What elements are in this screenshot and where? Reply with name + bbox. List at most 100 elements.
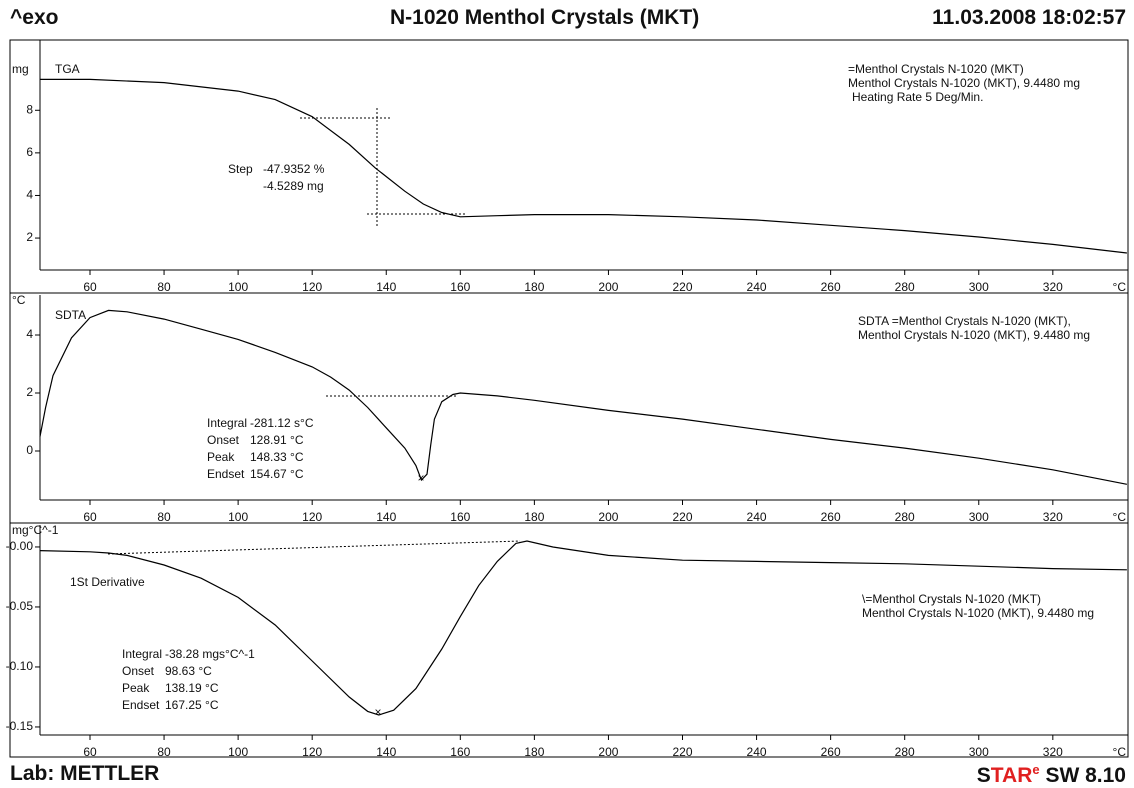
annotation-value: 167.25 °C <box>165 698 219 712</box>
y-tick-label: 6 <box>26 145 33 159</box>
x-tick-label: 140 <box>376 280 396 294</box>
x-tick-label: 260 <box>821 510 841 524</box>
x-tick-label: 280 <box>895 510 915 524</box>
annotation-value: 148.33 °C <box>250 450 304 464</box>
x-tick-label: 140 <box>376 510 396 524</box>
y-tick-label: 4 <box>26 327 33 341</box>
x-tick-label: 180 <box>524 510 544 524</box>
y-tick-label: -0.05 <box>6 599 34 613</box>
x-tick-label: 120 <box>302 280 322 294</box>
x-tick-label: 200 <box>598 510 618 524</box>
annotation-label: Peak <box>122 681 150 695</box>
x-tick-label: 160 <box>450 280 470 294</box>
y-unit: mg°C^-1 <box>12 523 59 537</box>
annotation-label: Endset <box>207 467 245 481</box>
annotation-value: -38.28 mgs°C^-1 <box>165 647 255 661</box>
datetime: 11.03.2008 18:02:57 <box>932 6 1126 29</box>
annotation-label: Onset <box>207 433 240 447</box>
x-tick-label: 100 <box>228 745 248 759</box>
brand-sup: e <box>1032 762 1040 777</box>
x-tick-label: 300 <box>969 280 989 294</box>
y-tick-label: 2 <box>26 230 33 244</box>
x-tick-label: 220 <box>672 745 692 759</box>
annotation-label: Endset <box>122 698 160 712</box>
legend-text: \=Menthol Crystals N-1020 (MKT) <box>862 592 1041 606</box>
x-tick-label: 240 <box>747 280 767 294</box>
x-unit: °C <box>1113 510 1127 524</box>
data-line <box>39 309 1128 485</box>
x-tick-label: 120 <box>302 510 322 524</box>
annotation-value: 138.19 °C <box>165 681 219 695</box>
legend-text: Heating Rate 5 Deg/Min. <box>852 90 983 104</box>
x-tick-label: 100 <box>228 280 248 294</box>
x-tick-label: 300 <box>969 745 989 759</box>
x-tick-label: 120 <box>302 745 322 759</box>
y-tick-label: -0.00 <box>6 539 34 553</box>
legend-text: =Menthol Crystals N-1020 (MKT) <box>848 62 1024 76</box>
title: N-1020 Menthol Crystals (MKT) <box>390 6 700 29</box>
x-tick-label: 240 <box>747 510 767 524</box>
y-tick-label: 4 <box>26 188 33 202</box>
x-tick-label: 140 <box>376 745 396 759</box>
series-label: 1St Derivative <box>70 575 145 589</box>
annotation-label: Onset <box>122 664 155 678</box>
y-tick-label: 0 <box>26 443 33 457</box>
y-tick-label: -0.10 <box>6 659 34 673</box>
x-tick-label: 60 <box>83 280 97 294</box>
annotation-label: Integral <box>122 647 162 661</box>
baseline <box>107 540 521 555</box>
data-line <box>40 78 1127 254</box>
x-tick-label: 240 <box>747 745 767 759</box>
x-tick-label: 300 <box>969 510 989 524</box>
x-tick-label: 60 <box>83 510 97 524</box>
x-tick-label: 80 <box>157 280 171 294</box>
annotation-value: 154.67 °C <box>250 467 304 481</box>
x-tick-label: 220 <box>672 510 692 524</box>
x-tick-label: 280 <box>895 280 915 294</box>
x-unit: °C <box>1113 280 1127 294</box>
x-tick-label: 60 <box>83 745 97 759</box>
x-tick-label: 160 <box>450 510 470 524</box>
x-tick-label: 220 <box>672 280 692 294</box>
annotation-value: 128.91 °C <box>250 433 304 447</box>
x-tick-label: 200 <box>598 280 618 294</box>
y-tick-label: -0.15 <box>6 719 34 733</box>
x-tick-label: 180 <box>524 280 544 294</box>
x-tick-label: 260 <box>821 280 841 294</box>
software: STARe SW 8.10 <box>977 762 1126 788</box>
x-tick-label: 260 <box>821 745 841 759</box>
annotation-label: Step <box>228 162 253 176</box>
annotation-value: -4.5289 mg <box>263 179 324 193</box>
series-label: TGA <box>55 62 80 76</box>
data-line <box>39 540 1127 716</box>
y-tick-label: 8 <box>26 102 33 116</box>
annotation-label: Integral <box>207 416 247 430</box>
version: SW 8.10 <box>1045 764 1126 787</box>
peak-marker: × <box>374 705 381 719</box>
series-label: SDTA <box>55 308 86 322</box>
x-tick-label: 80 <box>157 510 171 524</box>
y-unit: mg <box>12 62 29 76</box>
y-tick-label: 2 <box>26 385 33 399</box>
legend-text: Menthol Crystals N-1020 (MKT), 9.4480 mg <box>862 606 1094 620</box>
x-tick-label: 80 <box>157 745 171 759</box>
legend-text: Menthol Crystals N-1020 (MKT), 9.4480 mg <box>848 76 1080 90</box>
x-tick-label: 320 <box>1043 280 1063 294</box>
exo-label: ^exo <box>10 6 59 29</box>
x-tick-label: 280 <box>895 745 915 759</box>
annotation-value: 98.63 °C <box>165 664 212 678</box>
brand: STAR <box>976 764 1033 787</box>
x-unit: °C <box>1113 745 1127 759</box>
legend-text: Menthol Crystals N-1020 (MKT), 9.4480 mg <box>858 328 1090 342</box>
x-tick-label: 200 <box>598 745 618 759</box>
x-tick-label: 320 <box>1043 745 1063 759</box>
x-tick-label: 180 <box>524 745 544 759</box>
annotation-value: -47.9352 % <box>263 162 325 176</box>
frame <box>9 39 1129 758</box>
y-unit: °C <box>12 293 26 307</box>
legend-text: SDTA =Menthol Crystals N-1020 (MKT), <box>858 314 1071 328</box>
lab: Lab: METTLER <box>10 762 160 785</box>
x-tick-label: 100 <box>228 510 248 524</box>
